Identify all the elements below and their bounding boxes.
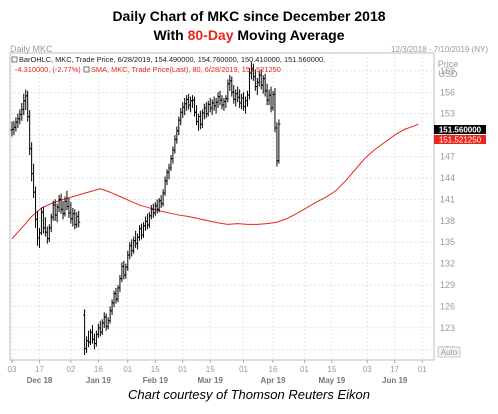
last-price-box bbox=[434, 125, 486, 134]
sma-price-box bbox=[434, 135, 486, 144]
date-range-label: 12/3/2018 - 7/10/2019 (NY) bbox=[391, 45, 488, 54]
legend-sma-text: SMA, MKC, Trade Price(Last), 80, 6/28/20… bbox=[91, 65, 281, 74]
sma-price-marker: 151.521250 bbox=[434, 135, 486, 145]
chart-subtitle: With 80-Day Moving Average bbox=[0, 27, 498, 43]
x-month-label: Jun 19 bbox=[382, 376, 408, 385]
last-price-label: 151.560000 bbox=[439, 126, 482, 135]
x-month-label: Jan 19 bbox=[86, 376, 111, 385]
ohlc-series bbox=[10, 62, 281, 356]
legend-sma-checkbox[interactable] bbox=[83, 66, 90, 73]
ohlc-bar bbox=[277, 119, 281, 164]
y-tick-label: 123 bbox=[440, 323, 455, 333]
y-tick-label: 129 bbox=[440, 280, 455, 290]
x-month-label: May 19 bbox=[319, 376, 346, 385]
sma-line bbox=[11, 123, 419, 239]
subtitle-accent: 80-Day bbox=[187, 27, 234, 43]
axis-title-usd: USD bbox=[438, 69, 458, 79]
x-month-label: Mar 19 bbox=[198, 376, 224, 385]
x-day-tick-label: 01 bbox=[178, 365, 187, 374]
x-day-tick-label: 17 bbox=[35, 365, 44, 374]
chart-title: Daily Chart of MKC since December 2018 bbox=[112, 8, 386, 24]
x-day-tick-label: 01 bbox=[123, 365, 132, 374]
y-tick-label: 132 bbox=[440, 259, 455, 269]
y-tick-label: 144 bbox=[440, 173, 455, 183]
legend-ohlc-checkbox[interactable] bbox=[11, 56, 18, 63]
x-day-tick-label: 17 bbox=[390, 365, 399, 374]
subtitle-prefix: With bbox=[153, 27, 188, 43]
y-tick-label: 147 bbox=[440, 152, 455, 162]
legend-ohlc-text: BarOHLC, MKC, Trade Price, 6/28/2019, 15… bbox=[19, 55, 325, 64]
x-day-tick-label: 01 bbox=[300, 365, 309, 374]
x-day-tick-label: 16 bbox=[269, 365, 278, 374]
price-chart: 1201231261291321351381411441471501531561… bbox=[8, 45, 489, 385]
y-tick-labels: 1201231261291321351381411441471501531561… bbox=[440, 66, 455, 354]
x-month-label: Dec 18 bbox=[27, 376, 53, 385]
y-tick-label: 153 bbox=[440, 109, 455, 119]
ohlc-bar bbox=[77, 210, 81, 228]
y-tick-label: 126 bbox=[440, 301, 455, 311]
auto-scale-button[interactable] bbox=[437, 346, 461, 358]
chart-caption: Chart courtesy of Thomson Reuters Eikon bbox=[127, 387, 371, 402]
x-day-tick-label: 03 bbox=[363, 365, 372, 374]
sma-price-label: 151.521250 bbox=[439, 136, 482, 145]
y-gridlines bbox=[10, 70, 434, 350]
x-day-tick-label: 16 bbox=[94, 365, 103, 374]
y-tick-label: 138 bbox=[440, 216, 455, 226]
x-day-tick-label: 15 bbox=[151, 365, 160, 374]
sma-series bbox=[11, 123, 419, 239]
legend-ohlc-change: -4.310000, (-2.77%) bbox=[15, 65, 81, 74]
x-month-label: Apr 19 bbox=[261, 376, 286, 385]
symbol-label: Daily MKC bbox=[10, 45, 53, 54]
x-tick-labels: 03 17 02 16 01 15 01 15 01 16 01 15 03 17 01 Dec 18 Jan … bbox=[8, 360, 427, 385]
y-tick-label: 135 bbox=[440, 237, 455, 247]
y-tick-label: 141 bbox=[440, 194, 455, 204]
last-price-marker: 151.560000 bbox=[434, 125, 486, 135]
x-day-tick-label: 02 bbox=[66, 365, 75, 374]
x-day-tick-label: 15 bbox=[206, 365, 215, 374]
x-day-tick-label: 01 bbox=[418, 365, 427, 374]
x-day-tick-label: 03 bbox=[8, 365, 17, 374]
axis-title-price: Price bbox=[438, 59, 459, 69]
x-month-label: Feb 19 bbox=[143, 376, 169, 385]
x-day-tick-label: 01 bbox=[239, 365, 248, 374]
y-tick-label: 156 bbox=[440, 87, 455, 97]
subtitle-suffix: Moving Average bbox=[233, 27, 345, 43]
auto-scale-label: Auto bbox=[441, 348, 458, 357]
y-tick-label: 159 bbox=[440, 66, 455, 76]
x-day-tick-label: 15 bbox=[327, 365, 336, 374]
